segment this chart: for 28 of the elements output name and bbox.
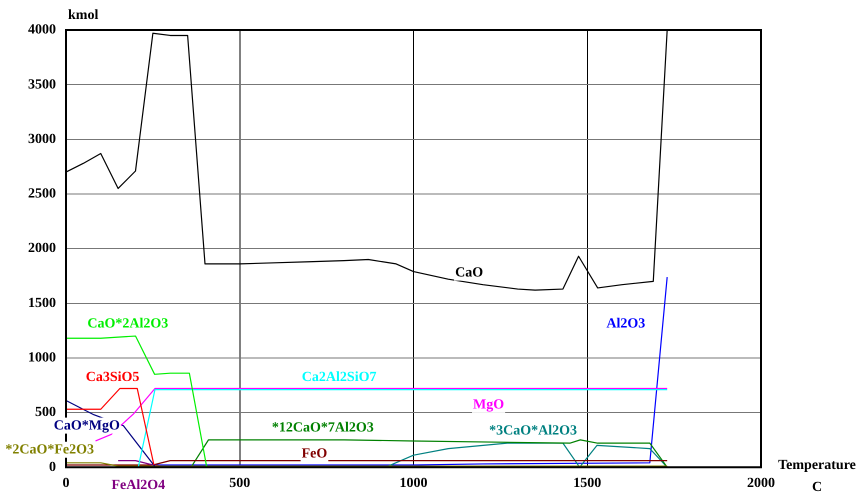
y-tick-label: 1000 bbox=[28, 350, 56, 366]
series-label: MgO bbox=[473, 398, 504, 413]
x-tick-label: 0 bbox=[62, 476, 70, 492]
x-tick-label: 2000 bbox=[747, 476, 775, 492]
series-label: CaO*2Al2O3 bbox=[87, 316, 168, 332]
series-label: CaO*MgO bbox=[54, 418, 120, 434]
series-label: Ca2Al2SiO7 bbox=[302, 370, 376, 386]
y-tick-label: 4000 bbox=[28, 22, 56, 38]
y-tick-label: 3500 bbox=[28, 77, 56, 92]
series-label: *3CaO*Al2O3 bbox=[489, 424, 577, 439]
series-label: Al2O3 bbox=[606, 316, 646, 332]
series-label: FeO bbox=[302, 446, 328, 462]
y-tick-label: 1500 bbox=[28, 296, 56, 311]
series-label: CaO bbox=[455, 265, 484, 280]
x-tick-label: 1000 bbox=[400, 476, 428, 492]
y-tick-label: 3000 bbox=[28, 132, 56, 147]
x-tick-label: 500 bbox=[229, 476, 250, 492]
y-tick-label: 2500 bbox=[28, 186, 56, 202]
series-label: *12CaO*7Al2O3 bbox=[272, 420, 374, 436]
x-axis-title: Temperature C bbox=[777, 457, 857, 497]
y-tick-label: 500 bbox=[35, 405, 56, 420]
series-label: *2CaO*Fe2O3 bbox=[5, 442, 94, 458]
x-tick-label: 1500 bbox=[573, 476, 602, 492]
series-label: FeAl2O4 bbox=[111, 478, 166, 493]
y-axis-title: kmol bbox=[68, 8, 98, 24]
y-tick-label: 2000 bbox=[28, 241, 56, 256]
series-label: Ca3SiO5 bbox=[86, 370, 140, 386]
y-tick-label: 0 bbox=[49, 460, 56, 475]
